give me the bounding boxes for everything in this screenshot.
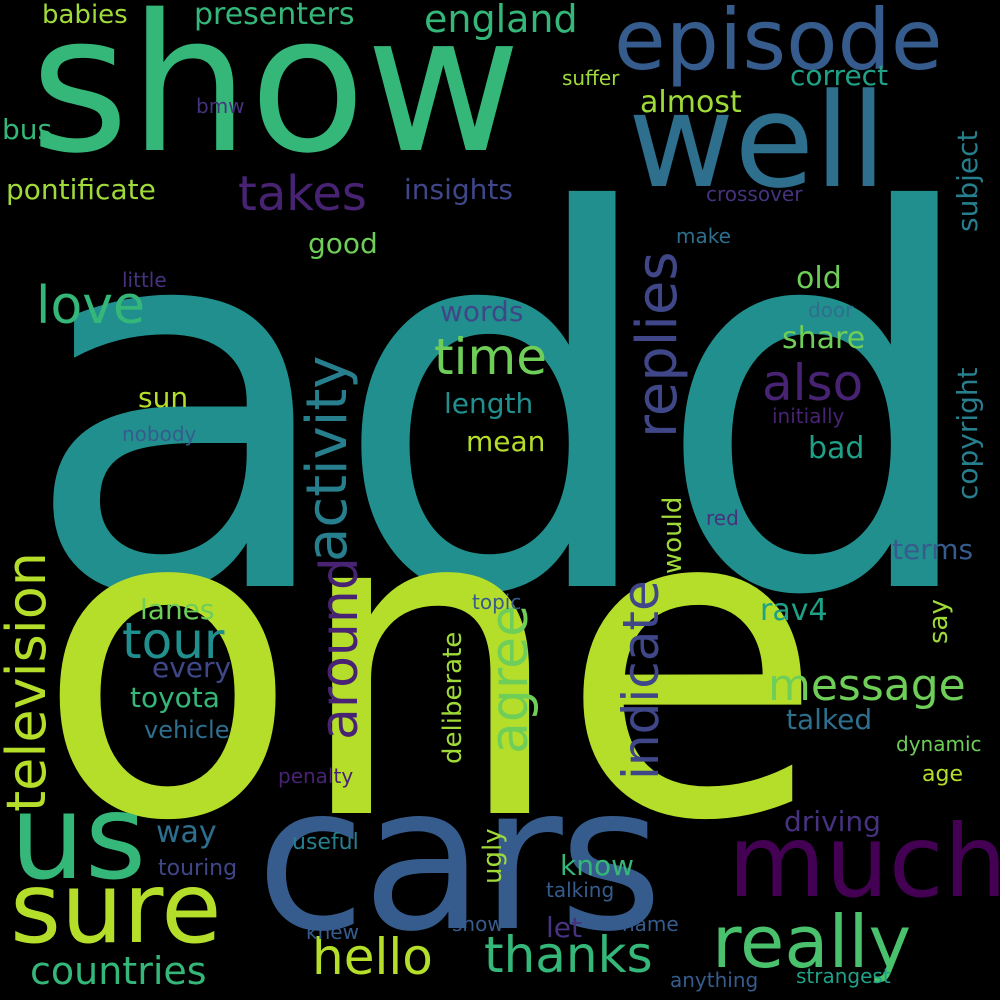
word-agree: agree <box>480 604 540 754</box>
word-babies: babies <box>42 0 128 30</box>
word-indicate: indicate <box>612 580 670 780</box>
word-hello: hello <box>312 928 433 986</box>
word-touring: touring <box>158 856 238 881</box>
word-copyright: copyright <box>951 367 984 500</box>
word-name: name <box>622 912 679 936</box>
word-message: message <box>768 660 966 711</box>
word-anything: anything <box>670 968 759 992</box>
word-one: one <box>36 415 824 915</box>
word-little: little <box>122 268 167 292</box>
word-make: make <box>676 224 731 248</box>
word-door: door <box>808 298 854 322</box>
word-show: show <box>30 0 522 195</box>
word-cars: cars <box>256 743 663 976</box>
word-well: well <box>628 65 887 217</box>
word-every: every <box>152 651 232 684</box>
word-deliberate: deliberate <box>438 631 468 764</box>
word-strangest: strangest <box>796 964 891 988</box>
word-television: television <box>0 552 58 812</box>
word-presenters: presenters <box>194 0 355 32</box>
word-sun: sun <box>138 381 189 414</box>
word-snow: snow <box>452 912 504 936</box>
word-suffer: suffer <box>562 66 620 90</box>
word-words: words <box>440 295 524 328</box>
word-way: way <box>156 815 217 850</box>
word-add: add <box>22 103 985 709</box>
word-good: good <box>308 227 378 260</box>
word-useful: useful <box>292 830 359 855</box>
word-crossover: crossover <box>706 182 803 206</box>
word-penalty: penalty <box>278 764 354 788</box>
word-rav4: rav4 <box>760 593 828 628</box>
word-toyota: toyota <box>130 681 220 714</box>
word-age: age <box>922 762 963 787</box>
word-tour: tour <box>122 612 225 670</box>
word-us: us <box>10 768 147 906</box>
word-around: around <box>310 557 370 740</box>
word-knew: knew <box>306 920 359 944</box>
word-bus: bus <box>2 113 53 146</box>
word-share: share <box>782 321 866 356</box>
word-red: red <box>706 506 739 530</box>
word-activity: activity <box>295 355 360 562</box>
word-correct: correct <box>790 59 889 92</box>
word-talked: talked <box>786 703 873 736</box>
word-mean: mean <box>466 425 546 458</box>
word-nobody: nobody <box>122 422 197 446</box>
word-know: know <box>560 849 634 882</box>
word-insights: insights <box>404 173 513 206</box>
word-takes: takes <box>238 166 367 222</box>
word-love: love <box>36 276 146 336</box>
word-ugly: ugly <box>478 828 508 884</box>
word-really: really <box>712 900 912 984</box>
word-say: say <box>924 599 954 644</box>
word-length: length <box>444 387 534 420</box>
word-old: old <box>796 261 842 296</box>
word-almost: almost <box>640 85 742 120</box>
word-dynamic: dynamic <box>896 732 982 756</box>
word-vehicle: vehicle <box>144 716 230 744</box>
word-episode: episode <box>614 0 943 89</box>
word-also: also <box>762 354 864 412</box>
word-would: would <box>658 496 688 574</box>
word-pontificate: pontificate <box>6 173 156 206</box>
word-time: time <box>434 328 547 386</box>
word-countries: countries <box>30 949 207 993</box>
word-bad: bad <box>808 431 865 466</box>
word-let: let <box>546 911 582 944</box>
word-driving: driving <box>784 805 881 838</box>
word-england: england <box>424 0 578 41</box>
word-talking: talking <box>546 878 615 902</box>
word-much: much <box>728 803 1000 920</box>
word-terms: terms <box>892 533 974 566</box>
word-initially: initially <box>772 404 845 428</box>
word-subject: subject <box>951 130 984 233</box>
word-lanes: lanes <box>140 593 215 626</box>
word-topic: topic <box>472 590 522 614</box>
word-sure: sure <box>10 852 222 966</box>
word-replies: replies <box>625 251 690 438</box>
word-thanks: thanks <box>484 926 653 984</box>
word-bmw: bmw <box>196 94 245 118</box>
